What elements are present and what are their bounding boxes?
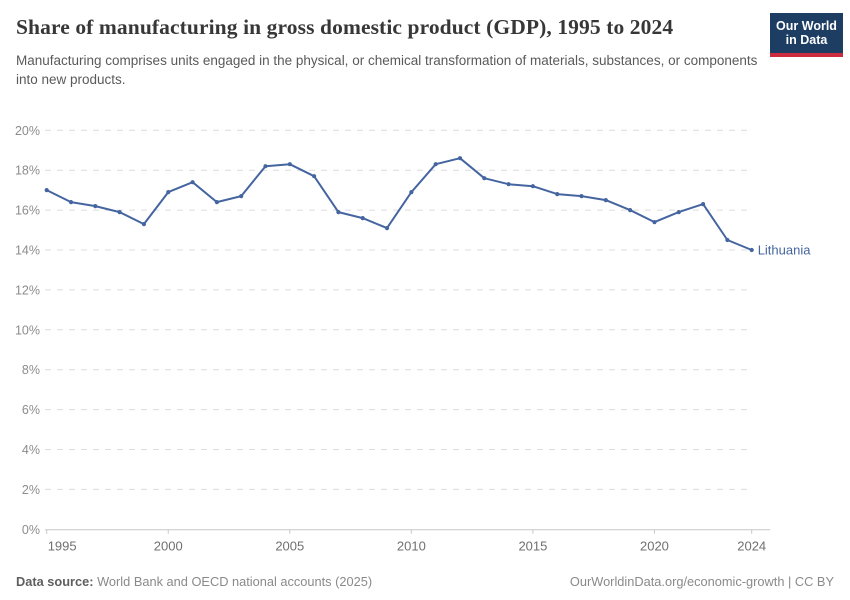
chart-footer: Data source: World Bank and OECD nationa… [16, 574, 834, 589]
data-point[interactable] [117, 210, 122, 215]
chart-header: Share of manufacturing in gross domestic… [16, 12, 757, 89]
data-point[interactable] [433, 162, 438, 167]
data-point[interactable] [457, 156, 463, 161]
data-point[interactable] [701, 202, 706, 207]
data-point[interactable] [287, 162, 292, 167]
owid-logo-line2: in Data [785, 33, 828, 47]
x-tick-label: 2020 [640, 538, 669, 553]
y-tick-label: 18% [15, 164, 40, 178]
data-point[interactable] [141, 222, 146, 227]
data-point[interactable] [68, 200, 74, 205]
data-point[interactable] [239, 194, 244, 199]
data-point[interactable] [603, 198, 608, 203]
x-tick-label: 2024 [737, 538, 766, 553]
data-point[interactable] [384, 226, 390, 231]
data-point[interactable] [652, 220, 657, 225]
y-tick-label: 4% [22, 443, 40, 457]
series-label: Lithuania [758, 243, 812, 258]
y-tick-label: 20% [15, 124, 40, 138]
data-point[interactable] [93, 204, 98, 209]
data-point[interactable] [409, 190, 414, 195]
data-point[interactable] [312, 174, 317, 179]
data-point[interactable] [263, 164, 268, 169]
x-tick-label: 2010 [397, 538, 426, 553]
y-tick-label: 6% [22, 403, 40, 417]
data-point[interactable] [579, 194, 584, 199]
credit-line: OurWorldinData.org/economic-growth | CC … [569, 574, 834, 589]
y-tick-label: 0% [22, 523, 40, 537]
data-point[interactable] [360, 216, 365, 221]
data-point[interactable] [336, 210, 341, 215]
data-point[interactable] [530, 184, 536, 189]
x-tick-label: 2000 [154, 538, 183, 553]
data-source: Data source: World Bank and OECD nationa… [16, 574, 372, 589]
data-point[interactable] [44, 188, 49, 193]
y-tick-label: 10% [15, 323, 40, 337]
data-point[interactable] [676, 210, 681, 215]
data-point[interactable] [555, 192, 560, 197]
data-point[interactable] [214, 200, 219, 205]
y-tick-label: 16% [15, 204, 40, 218]
owid-logo: Our World in Data [770, 13, 843, 57]
x-tick-label: 2015 [518, 538, 547, 553]
data-source-label: Data source: [16, 574, 94, 589]
data-point[interactable] [628, 208, 633, 213]
page-title: Share of manufacturing in gross domestic… [16, 15, 674, 39]
y-tick-label: 2% [22, 483, 40, 497]
y-tick-label: 14% [15, 244, 40, 258]
owid-logo-line1: Our World [776, 18, 837, 33]
series-line [45, 157, 753, 251]
data-point[interactable] [190, 180, 195, 185]
data-point[interactable] [725, 237, 730, 243]
data-point[interactable] [166, 190, 171, 195]
data-source-text: World Bank and OECD national accounts (2… [93, 574, 373, 589]
x-tick-label: 1995 [48, 538, 77, 553]
data-point[interactable] [506, 182, 511, 187]
chart-subtitle: Manufacturing comprises units engaged in… [16, 53, 758, 87]
data-point[interactable] [482, 176, 487, 181]
y-tick-label: 8% [22, 363, 40, 377]
y-tick-label: 12% [15, 283, 40, 297]
x-tick-label: 2005 [275, 538, 304, 553]
data-point[interactable] [749, 247, 754, 253]
